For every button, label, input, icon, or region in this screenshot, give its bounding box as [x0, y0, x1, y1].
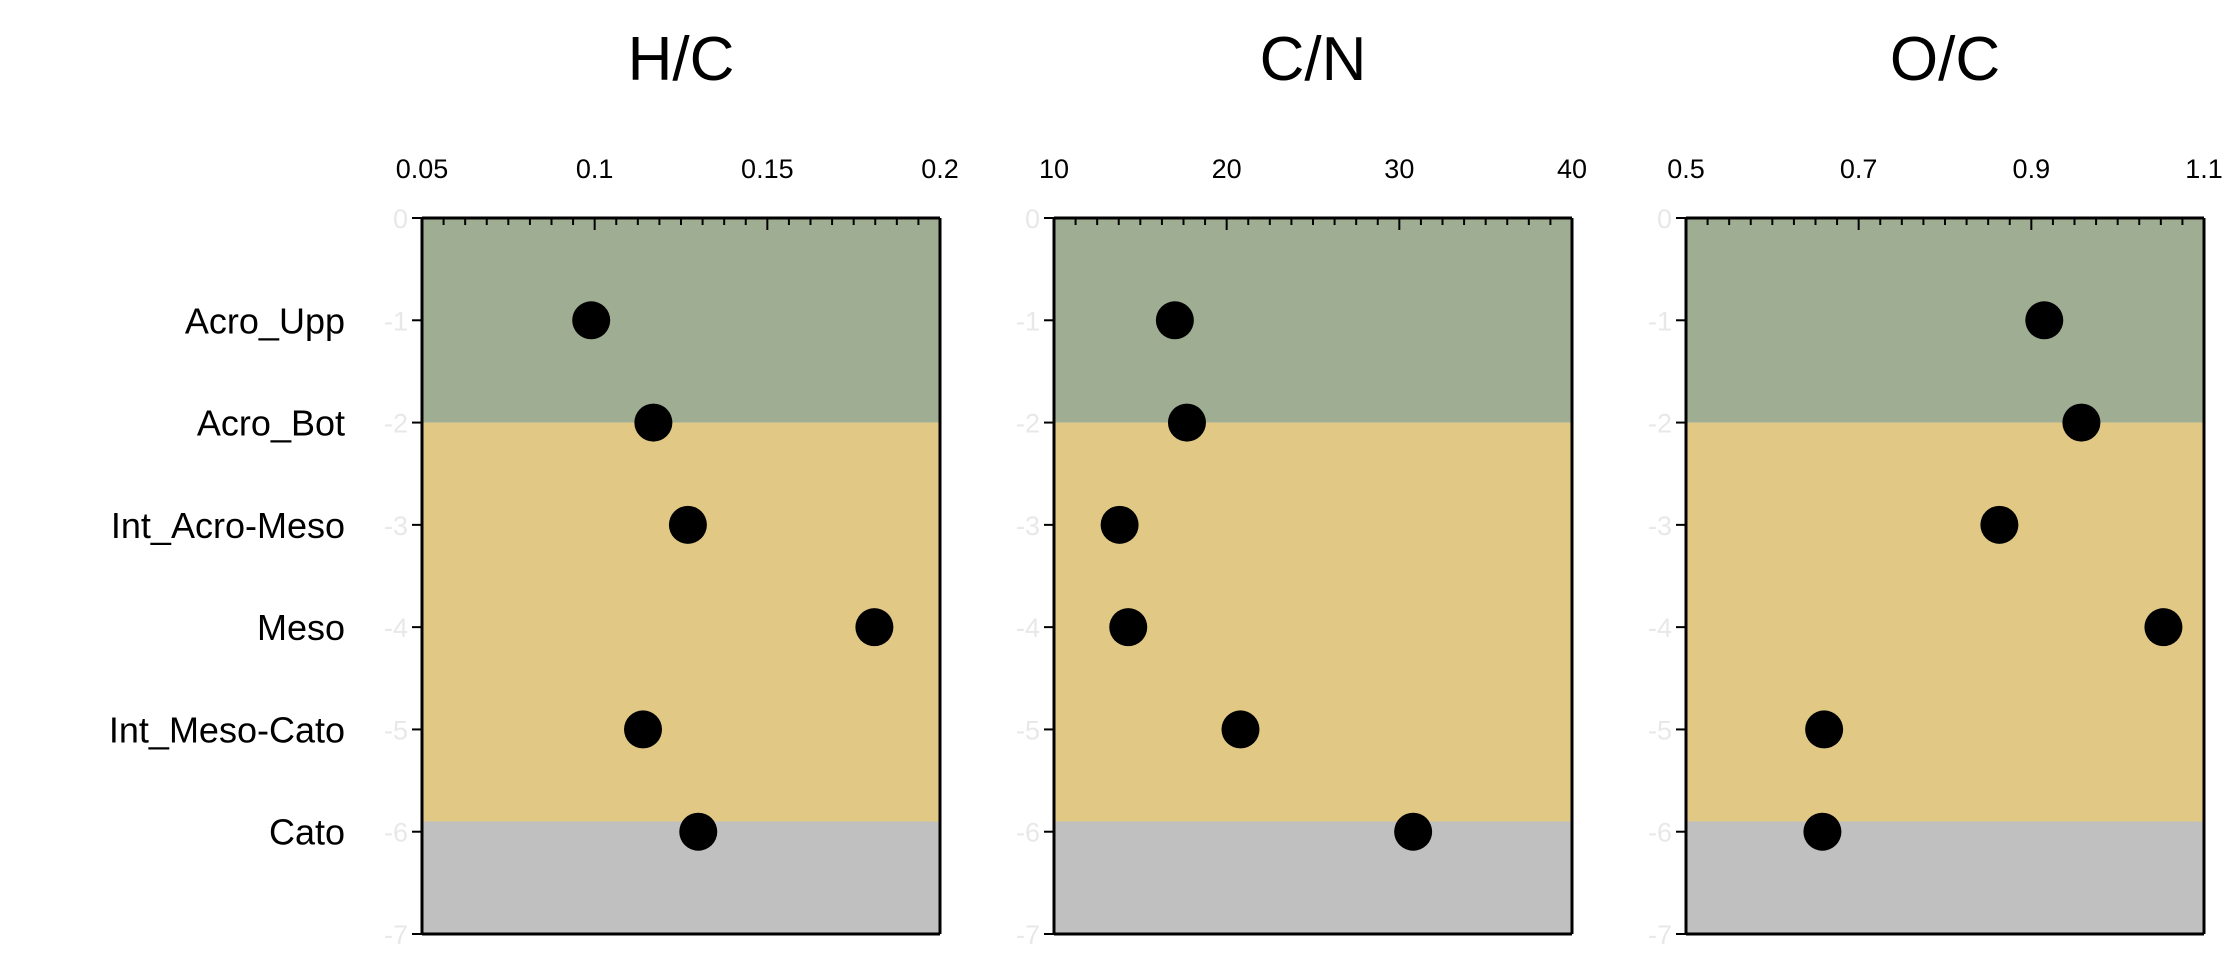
y-tick-label: -4: [384, 613, 408, 643]
x-tick-label: 40: [1557, 154, 1587, 184]
y-tick-label: -1: [384, 306, 408, 336]
data-point: [2062, 403, 2101, 442]
data-point: [679, 812, 718, 851]
y-tick-label: -3: [384, 511, 408, 541]
y-tick-label: -2: [1016, 409, 1040, 439]
depth-zone-band: [1054, 821, 1572, 934]
y-tick-label: -3: [1016, 511, 1040, 541]
category-label: Cato: [269, 812, 345, 853]
data-point: [1980, 505, 2019, 544]
y-tick-label: -4: [1016, 613, 1040, 643]
data-point: [855, 608, 894, 647]
y-tick-label: -7: [384, 920, 408, 950]
chart-panel: 0.5 0.7 0.9 1.1 0 -1 -2 -3 -4 -5 -6 -7 O/C: [1648, 25, 2223, 950]
data-point: [2144, 608, 2183, 647]
depth-zone-band: [422, 218, 940, 423]
x-tick-label: 0.05: [396, 154, 449, 184]
y-tick-label: -5: [1016, 715, 1040, 745]
y-tick-label: -3: [1648, 511, 1672, 541]
y-tick-label: -2: [1648, 409, 1672, 439]
y-tick-label: -5: [384, 715, 408, 745]
data-point: [1100, 505, 1139, 544]
x-tick-label: 0.7: [1840, 154, 1878, 184]
category-label: Acro_Upp: [185, 300, 345, 341]
y-tick-label: -6: [1016, 818, 1040, 848]
y-tick-label: -2: [384, 409, 408, 439]
category-label: Int_Meso-Cato: [109, 709, 345, 750]
x-tick-label: 0.1: [576, 154, 614, 184]
data-point: [572, 301, 611, 340]
y-tick-label: -5: [1648, 715, 1672, 745]
depth-zone-band: [422, 821, 940, 934]
chart-panel: 10 20 30 40 0 -1 -2 -3 -4 -5 -6 -7 C/N: [1016, 25, 1587, 950]
category-label: Acro_Bot: [197, 403, 345, 444]
y-tick-label: -1: [1016, 306, 1040, 336]
chart-title: C/N: [1260, 25, 1367, 94]
x-tick-label: 20: [1212, 154, 1242, 184]
y-tick-label: -7: [1648, 920, 1672, 950]
y-tick-label: -6: [384, 818, 408, 848]
x-tick-label: 0.5: [1667, 154, 1705, 184]
data-point: [2025, 301, 2064, 340]
x-tick-label: 0.15: [741, 154, 794, 184]
data-point: [1805, 710, 1844, 749]
chart-title: H/C: [628, 25, 735, 94]
x-tick-label: 0.9: [2013, 154, 2051, 184]
data-point: [1167, 403, 1206, 442]
y-tick-label: -1: [1648, 306, 1672, 336]
y-tick-label: -7: [1016, 920, 1040, 950]
depth-zone-band: [1686, 821, 2204, 934]
category-label: Int_Acro-Meso: [111, 505, 345, 546]
x-tick-label: 30: [1384, 154, 1414, 184]
data-point: [668, 505, 707, 544]
x-tick-label: 10: [1039, 154, 1069, 184]
y-tick-label: -4: [1648, 613, 1672, 643]
data-point: [1155, 301, 1194, 340]
depth-zone-band: [1686, 218, 2204, 423]
x-tick-label: 1.1: [2185, 154, 2223, 184]
data-point: [1803, 812, 1842, 851]
y-tick-label: 0: [393, 204, 408, 234]
data-point: [624, 710, 663, 749]
depth-zone-band: [422, 422, 940, 822]
data-point: [1109, 608, 1148, 647]
y-tick-label: 0: [1657, 204, 1672, 234]
chart-title: O/C: [1890, 25, 2000, 94]
data-point: [1394, 812, 1433, 851]
chart-panel: 0.05 0.1 0.15 0.2 0 -1 -2 -3 -4 -5 -6 -7 H/C Acro_Upp…: [109, 25, 959, 950]
depth-zone-band: [1054, 218, 1572, 423]
y-tick-label: 0: [1025, 204, 1040, 234]
category-label: Meso: [257, 607, 345, 648]
depth-zone-band: [1686, 422, 2204, 822]
x-tick-label: 0.2: [921, 154, 959, 184]
y-tick-label: -6: [1648, 818, 1672, 848]
data-point: [634, 403, 673, 442]
data-point: [1221, 710, 1260, 749]
